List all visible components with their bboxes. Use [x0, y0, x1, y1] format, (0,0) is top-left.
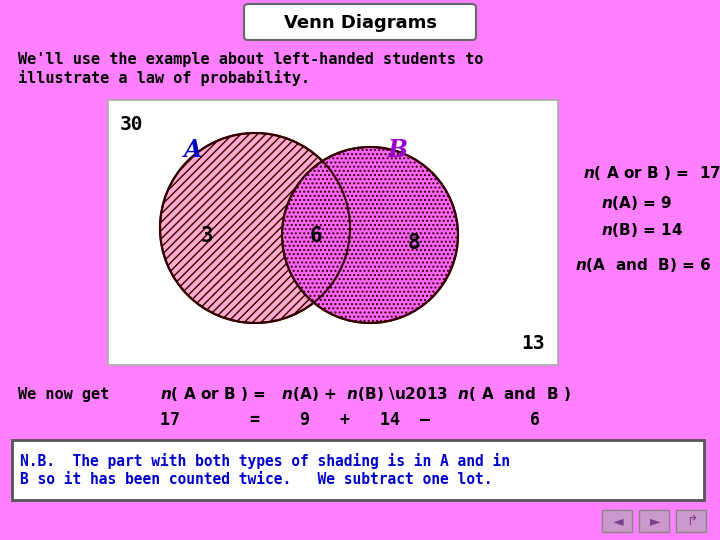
Text: $\bfit{n}$( A or B ) =   $\bfit{n}$(A) +  $\bfit{n}$(B) \u2013  $\bfit{n}$( A  a: $\bfit{n}$( A or B ) = $\bfit{n}$(A) + $…	[160, 385, 571, 403]
Text: ◄: ◄	[613, 514, 624, 528]
Text: B: B	[388, 138, 408, 162]
Text: Venn Diagrams: Venn Diagrams	[284, 14, 436, 32]
Text: 17       =    9   +   14  –          6: 17 = 9 + 14 – 6	[160, 411, 540, 429]
Text: We'll use the example about left-handed students to
illustrate a law of probabil: We'll use the example about left-handed …	[18, 52, 483, 86]
Text: 30: 30	[120, 115, 143, 134]
Text: 8: 8	[408, 233, 420, 253]
Text: 3: 3	[201, 226, 213, 246]
Text: B so it has been counted twice.   We subtract one lot.: B so it has been counted twice. We subtr…	[20, 472, 492, 487]
Bar	[602, 510, 632, 532]
Text: N.B.  The part with both types of shading is in A and in: N.B. The part with both types of shading…	[20, 453, 510, 469]
Bar	[12, 440, 704, 500]
FancyBboxPatch shape	[244, 4, 476, 40]
Bar	[108, 100, 558, 365]
Bar	[676, 510, 706, 532]
Text: We now get: We now get	[18, 387, 109, 402]
Circle shape	[160, 133, 350, 323]
Text: $\bfit{n}$(B) = 14: $\bfit{n}$(B) = 14	[601, 221, 683, 239]
Bar	[639, 510, 669, 532]
Text: $\bfit{n}$(A) = 9: $\bfit{n}$(A) = 9	[601, 194, 672, 212]
Text: $\bfit{n}$(A  and  B) = 6: $\bfit{n}$(A and B) = 6	[575, 256, 712, 274]
Text: ↱: ↱	[686, 514, 698, 528]
Text: 13: 13	[521, 334, 545, 353]
Text: $\bfit{n}$( A or B ) =  17: $\bfit{n}$( A or B ) = 17	[583, 164, 720, 182]
Text: 6: 6	[310, 226, 323, 246]
Circle shape	[282, 147, 458, 323]
Text: A: A	[184, 138, 202, 162]
Text: ►: ►	[649, 514, 660, 528]
